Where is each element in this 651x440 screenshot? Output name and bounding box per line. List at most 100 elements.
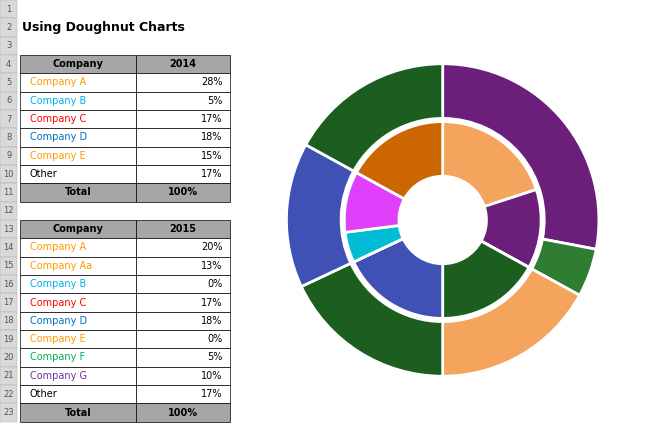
Bar: [0, 312, 18, 330]
Bar: [136, 183, 230, 202]
Text: 7: 7: [6, 115, 11, 124]
Bar: [0, 18, 18, 37]
Bar: [20, 257, 136, 275]
Wedge shape: [443, 121, 536, 206]
Text: 9: 9: [6, 151, 11, 160]
Text: 3: 3: [6, 41, 11, 50]
Bar: [20, 128, 136, 147]
Bar: [136, 275, 230, 293]
Text: 17%: 17%: [201, 169, 223, 179]
Bar: [20, 55, 136, 73]
Text: Company B: Company B: [30, 279, 86, 289]
Wedge shape: [353, 238, 403, 262]
Bar: [0, 330, 18, 348]
Text: Company F: Company F: [30, 352, 85, 363]
Bar: [20, 183, 136, 202]
Bar: [136, 348, 230, 367]
Bar: [136, 367, 230, 385]
Bar: [0, 183, 18, 202]
Text: 17: 17: [3, 298, 14, 307]
Bar: [136, 128, 230, 147]
Text: 4: 4: [6, 60, 11, 69]
Bar: [0, 147, 18, 165]
Bar: [0, 92, 18, 110]
Bar: [0, 128, 18, 147]
Bar: [20, 367, 136, 385]
Bar: [20, 275, 136, 293]
Bar: [0, 293, 18, 312]
Bar: [20, 312, 136, 330]
Text: 10: 10: [3, 170, 14, 179]
Text: Company B: Company B: [30, 96, 86, 106]
Text: 5: 5: [6, 78, 11, 87]
Bar: [20, 73, 136, 92]
Bar: [0, 55, 18, 73]
Bar: [136, 385, 230, 403]
Text: 11: 11: [3, 188, 14, 197]
Text: Company C: Company C: [30, 114, 86, 124]
Wedge shape: [532, 239, 596, 295]
Bar: [20, 330, 136, 348]
Wedge shape: [353, 238, 443, 319]
Text: 0%: 0%: [208, 279, 223, 289]
Wedge shape: [443, 269, 579, 376]
Bar: [136, 165, 230, 183]
Bar: [20, 147, 136, 165]
Wedge shape: [306, 64, 443, 171]
Bar: [136, 403, 230, 422]
Bar: [0, 110, 18, 128]
Bar: [136, 257, 230, 275]
Text: 22: 22: [3, 390, 14, 399]
Text: 10%: 10%: [201, 371, 223, 381]
Bar: [20, 293, 136, 312]
Bar: [20, 220, 136, 238]
Text: Other: Other: [30, 169, 57, 179]
Text: Company Aa: Company Aa: [30, 261, 92, 271]
Text: 20%: 20%: [201, 242, 223, 253]
Text: 15: 15: [3, 261, 14, 270]
Text: Total: Total: [64, 187, 91, 198]
Text: 20: 20: [3, 353, 14, 362]
Bar: [136, 110, 230, 128]
Bar: [0, 257, 18, 275]
Text: Company A: Company A: [30, 242, 86, 253]
Wedge shape: [301, 263, 443, 376]
Bar: [0, 220, 18, 238]
Text: Company: Company: [53, 59, 104, 69]
Text: 1: 1: [6, 5, 11, 14]
Text: 18: 18: [3, 316, 14, 325]
Bar: [0, 367, 18, 385]
Bar: [20, 348, 136, 367]
Text: 15%: 15%: [201, 151, 223, 161]
Bar: [0, 275, 18, 293]
Text: 16: 16: [3, 280, 14, 289]
Bar: [136, 73, 230, 92]
Text: 8: 8: [6, 133, 11, 142]
Wedge shape: [345, 225, 403, 262]
Text: 18%: 18%: [201, 132, 223, 143]
Text: 17%: 17%: [201, 389, 223, 399]
Text: 6: 6: [6, 96, 11, 105]
Bar: [136, 55, 230, 73]
Text: Other: Other: [30, 389, 57, 399]
Text: 100%: 100%: [168, 187, 198, 198]
Bar: [20, 92, 136, 110]
Text: Company A: Company A: [30, 77, 86, 88]
Bar: [136, 330, 230, 348]
Bar: [0, 403, 18, 422]
Wedge shape: [344, 172, 404, 232]
Text: Company E: Company E: [30, 334, 85, 344]
Text: 2015: 2015: [169, 224, 197, 234]
Text: 23: 23: [3, 408, 14, 417]
Text: Company D: Company D: [30, 132, 87, 143]
Bar: [20, 403, 136, 422]
Bar: [20, 385, 136, 403]
Bar: [20, 165, 136, 183]
Wedge shape: [443, 64, 599, 249]
Text: Using Doughnut Charts: Using Doughnut Charts: [22, 21, 185, 34]
Text: 13%: 13%: [201, 261, 223, 271]
Bar: [0, 385, 18, 403]
Bar: [0, 348, 18, 367]
Bar: [0, 238, 18, 257]
Bar: [136, 147, 230, 165]
